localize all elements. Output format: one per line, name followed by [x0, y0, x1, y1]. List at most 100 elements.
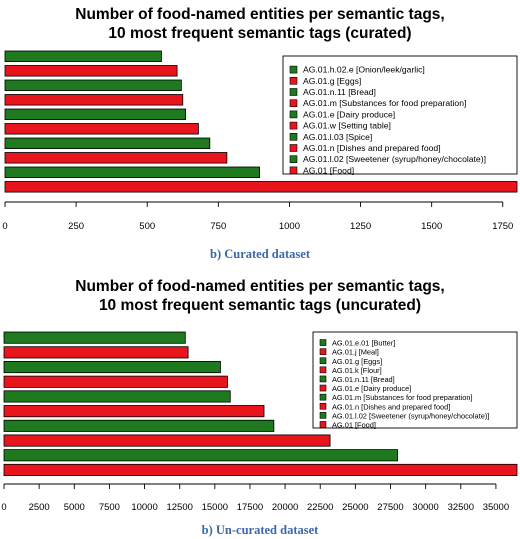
uncurated-caption: b) Un-curated dataset — [202, 523, 319, 537]
bar-6 — [4, 123, 199, 135]
x-tick-label: 35000 — [483, 502, 509, 513]
legend-label: AG.01 [Food] — [332, 420, 376, 429]
legend-label: AG.01.n.11 [Bread] — [303, 87, 376, 97]
legend-swatch — [319, 357, 327, 365]
legend-swatch — [319, 421, 327, 428]
legend-label: AG.01.e [Dairy produce] — [303, 109, 395, 119]
legend-swatch — [319, 339, 327, 346]
curated-chart: Number of food-named entities per semant… — [2, 6, 518, 261]
x-tick-label: 17500 — [237, 502, 263, 513]
legend-label: AG.01.w [Setting table] — [303, 121, 391, 131]
legend-label: AG.01.k [Flour] — [332, 366, 382, 375]
legend-swatch — [289, 133, 298, 141]
x-tick-label: 750 — [210, 221, 226, 232]
legend-label: AG.01.l.02 [Sweetener (syrup/honey/choco… — [303, 154, 486, 164]
curated-x-axis: 0 250 500 750 1000 1250 1500 1750 — [2, 201, 513, 232]
bar-2 — [4, 65, 178, 77]
bar-4 — [4, 94, 184, 106]
legend-label: AG.01.n.11 [Bread] — [332, 375, 395, 384]
legend-label: AG.01.n [Dishes and prepared food] — [303, 143, 441, 153]
x-tick-label: 27500 — [377, 502, 403, 513]
legend-label: AG.01.l.02 [Sweetener (syrup/honey/choco… — [332, 411, 489, 420]
bar-3 — [4, 79, 182, 92]
x-tick-label: 10000 — [131, 502, 157, 513]
curated-chart-title-line-1: Number of food-named entities per semant… — [75, 6, 444, 23]
x-tick-label: 1750 — [492, 221, 513, 232]
x-tick-label: 1500 — [421, 221, 442, 232]
legend-swatch — [289, 121, 298, 130]
legend-swatch — [319, 348, 327, 355]
legend-swatch — [319, 412, 327, 419]
legend-swatch — [319, 366, 327, 374]
legend-label: AG.01.l.03 [Spice] — [303, 132, 372, 142]
x-tick-label: 1250 — [350, 221, 371, 232]
legend-label: AG.01.m [Substances for food preparation… — [303, 98, 466, 108]
bar-7 — [4, 137, 211, 150]
bar-6 — [3, 405, 265, 418]
legend-swatch — [289, 77, 298, 85]
x-tick-label: 0 — [2, 221, 7, 232]
bar-10 — [3, 463, 518, 477]
legend-box — [282, 55, 518, 175]
legend-label: AG.01.g [Eggs] — [303, 76, 361, 86]
bar-10 — [4, 181, 518, 193]
legend-swatch — [289, 88, 298, 96]
bar-8 — [3, 434, 331, 447]
x-tick-label: 32500 — [448, 502, 474, 513]
legend-swatch — [319, 393, 327, 401]
legend-swatch — [289, 99, 298, 107]
uncurated-chart-panel: Number of food-named entities per semant… — [0, 270, 520, 539]
bar-5 — [3, 390, 231, 403]
legend-label: AG.01.j [Meal] — [332, 348, 379, 357]
legend-swatch — [319, 384, 327, 392]
x-tick-label: 25000 — [342, 502, 368, 513]
x-tick-label: 0 — [1, 502, 6, 513]
x-tick-label: 5000 — [64, 502, 85, 513]
bar-2 — [3, 346, 189, 359]
x-tick-label: 500 — [139, 221, 155, 232]
curated-bars — [4, 50, 518, 193]
legend-swatch — [319, 375, 327, 383]
legend-label: AG.01.e [Dairy produce] — [332, 384, 411, 393]
legend-swatch — [289, 65, 298, 74]
x-tick-label: 7500 — [99, 502, 120, 513]
x-tick-label: 22500 — [307, 502, 333, 513]
uncurated-x-axis: 0 2500 5000 7500 10000 12500 15000 17500 20000 22… — [1, 483, 509, 513]
bar-1 — [4, 50, 162, 63]
uncurated-chart: Number of food-named entities per semant… — [1, 278, 518, 537]
uncurated-chart-title-line-1: Number of food-named entities per semant… — [75, 278, 444, 295]
uncurated-chart-title-line-2: 10 most frequent semantic tags (uncurate… — [99, 297, 421, 314]
legend-swatch — [319, 402, 327, 410]
curated-chart-title-line-2: 10 most frequent semantic tags (curated) — [108, 25, 411, 42]
legend-swatch — [289, 166, 298, 175]
bar-5 — [4, 108, 187, 121]
bar-8 — [4, 152, 228, 164]
x-tick-label: 12500 — [166, 502, 192, 513]
x-tick-label: 30000 — [412, 502, 438, 513]
bar-1 — [3, 331, 186, 344]
bar-9 — [3, 449, 398, 462]
legend-swatch — [289, 144, 298, 152]
legend-swatch — [289, 155, 298, 163]
bar-4 — [3, 375, 228, 388]
x-tick-label: 15000 — [202, 502, 228, 513]
x-tick-label: 250 — [68, 221, 84, 232]
bar-7 — [3, 419, 275, 432]
legend-label: AG.01.n [Dishes and prepared food] — [332, 402, 450, 411]
legend-label: AG.01.m [Substances for food preparation… — [332, 393, 473, 402]
curated-chart-panel: Number of food-named entities per semant… — [2, 6, 518, 261]
bar-9 — [4, 166, 260, 179]
curated-caption: b) Curated dataset — [210, 247, 311, 261]
curated-legend: AG.01.h.02.e [Onion/leek/garlic]AG.01.g … — [282, 55, 518, 175]
bar-3 — [3, 361, 221, 374]
legend-label: AG.01.e.01 [Butter] — [332, 339, 395, 348]
legend-label: AG.01.g [Eggs] — [332, 357, 382, 366]
legend-label: AG.01 [Food] — [303, 165, 354, 175]
uncurated-bars — [3, 331, 518, 477]
legend-box — [312, 331, 518, 429]
uncurated-legend: AG.01.e.01 [Butter]AG.01.j [Meal]AG.01.g… — [312, 331, 518, 429]
x-tick-label: 1000 — [279, 221, 300, 232]
x-tick-label: 2500 — [29, 502, 50, 513]
x-tick-label: 20000 — [272, 502, 298, 513]
legend-swatch — [289, 110, 298, 119]
